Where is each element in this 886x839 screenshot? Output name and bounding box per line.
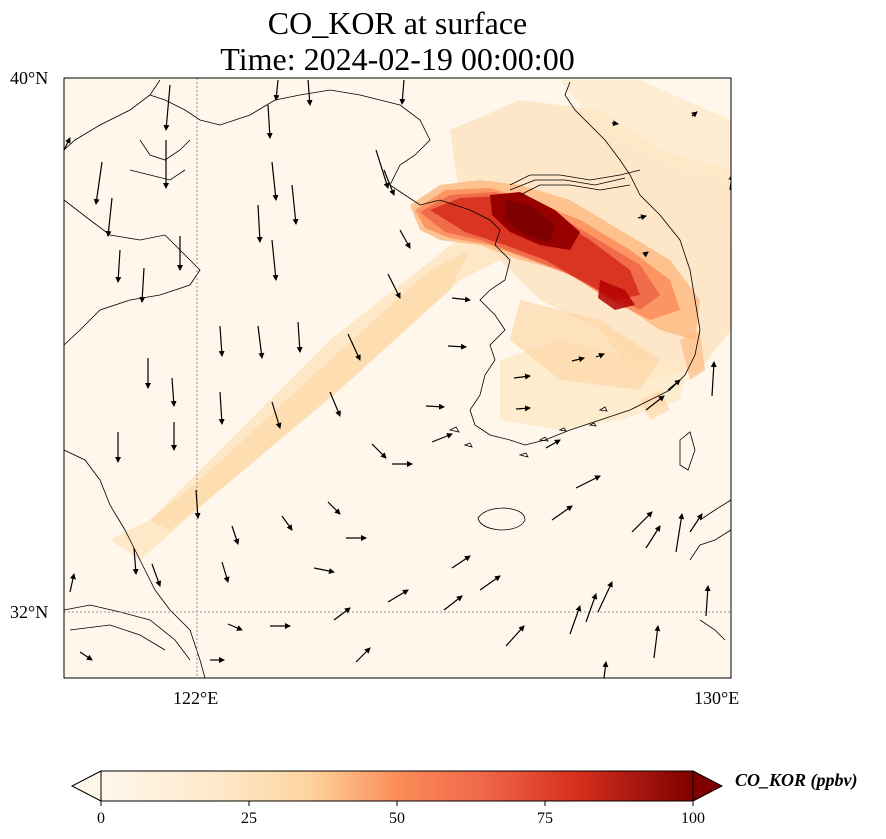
wind-arrow — [387, 589, 409, 603]
wind-arrow — [602, 661, 609, 678]
wind-vectors — [64, 79, 731, 678]
wind-arrow — [329, 391, 341, 417]
wind-arrow — [631, 511, 653, 533]
colorbar-tick-25: 25 — [241, 810, 257, 827]
wind-arrow — [163, 84, 171, 131]
wind-arrow — [597, 581, 613, 613]
wind-arrow — [667, 379, 681, 391]
wind-arrow — [256, 204, 263, 243]
wind-arrow — [691, 111, 698, 118]
colorbar — [70, 770, 724, 806]
coastlines — [64, 79, 731, 678]
wind-arrow — [170, 377, 177, 407]
colorbar-tick-0: 0 — [97, 810, 105, 827]
wind-arrow — [575, 475, 601, 489]
wind-arrow — [571, 356, 585, 363]
colorbar-label: CO_KOR (ppbv) — [735, 770, 858, 790]
wind-arrow — [645, 525, 661, 549]
lon-label-122e: 122°E — [173, 688, 219, 708]
colorbar-tick-50: 50 — [389, 810, 405, 827]
colorbar-tick-75: 75 — [537, 810, 553, 827]
wind-arrow — [347, 333, 361, 361]
lat-label-40n: 40°N — [10, 68, 49, 88]
colorbar-tick-100: 100 — [681, 810, 705, 827]
wind-arrow — [266, 104, 273, 139]
wind-arrow — [513, 373, 531, 380]
wind-arrow — [447, 343, 467, 350]
wind-arrow — [69, 573, 76, 593]
wind-arrow — [399, 79, 406, 105]
wind-arrow — [271, 239, 279, 281]
wind-arrow — [132, 547, 139, 575]
wind-arrow — [296, 321, 303, 353]
wind-arrow — [653, 625, 661, 659]
wind-arrow — [371, 443, 387, 459]
wind-arrow — [710, 361, 717, 397]
wind-arrow — [704, 585, 711, 617]
wind-arrow — [281, 515, 293, 531]
lon-label-130e: 130°E — [694, 688, 740, 708]
wind-arrow — [79, 651, 93, 661]
wind-arrow — [642, 251, 649, 258]
wind-arrow — [443, 595, 463, 611]
wind-arrow — [387, 273, 401, 299]
wind-arrow — [115, 249, 122, 283]
map-time-subtitle: Time: 2024-02-19 00:00:00 — [220, 41, 575, 77]
wind-arrow — [227, 623, 243, 631]
wind-arrow — [383, 169, 395, 196]
wind-arrow — [313, 567, 335, 574]
wind-arrow — [93, 161, 103, 205]
wind-arrow — [425, 403, 445, 410]
wind-arrow — [271, 161, 279, 201]
wind-arrow — [333, 607, 351, 621]
map-frame — [63, 77, 732, 679]
wind-arrow — [231, 525, 240, 545]
wind-arrow — [431, 433, 453, 443]
wind-arrow — [327, 501, 341, 515]
wind-arrow — [221, 561, 230, 583]
wind-arrow — [675, 513, 685, 553]
wind-arrow — [105, 197, 113, 237]
wind-arrow — [728, 174, 731, 191]
wind-arrow — [291, 184, 299, 225]
concentration-field — [110, 80, 731, 560]
wind-arrow — [151, 563, 162, 587]
wind-arrow — [306, 79, 313, 106]
wind-arrow — [515, 405, 531, 412]
wind-arrow — [551, 505, 573, 521]
map-title: CO_KOR at surface — [267, 5, 528, 41]
wind-arrow — [611, 120, 619, 127]
wind-arrow — [585, 593, 598, 623]
wind-arrow — [257, 325, 265, 359]
wind-arrow — [689, 513, 703, 533]
wind-arrow — [545, 439, 561, 449]
wind-arrow — [271, 401, 282, 429]
wind-arrow — [569, 605, 582, 635]
wind-arrow — [218, 391, 225, 425]
wind-arrow — [355, 647, 371, 663]
lat-label-32n: 32°N — [10, 602, 49, 622]
wind-arrow — [273, 79, 280, 101]
wind-arrow — [637, 214, 647, 221]
wind-arrow — [375, 149, 390, 189]
wind-arrow — [194, 489, 201, 519]
wind-arrow — [218, 325, 225, 357]
wind-arrow — [479, 575, 501, 591]
wind-arrow — [645, 395, 665, 411]
wind-arrow — [399, 229, 411, 249]
wind-arrow — [505, 625, 525, 647]
wind-arrow — [595, 352, 605, 359]
wind-arrow — [139, 267, 146, 303]
wind-arrow — [451, 555, 471, 569]
wind-arrow — [64, 137, 71, 151]
wind-arrow — [451, 296, 471, 303]
